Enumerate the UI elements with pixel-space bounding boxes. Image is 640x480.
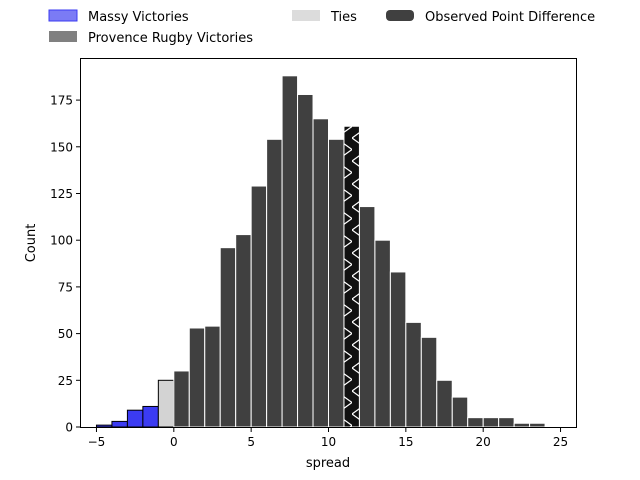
bar-massy-2 bbox=[126, 409, 144, 428]
bar-provence-5 bbox=[173, 370, 190, 428]
bar-provence-24 bbox=[467, 417, 484, 428]
bar-provence-11 bbox=[266, 138, 283, 428]
legend-label-provence: Provence Rugby Victories bbox=[88, 31, 253, 46]
bar-provence-12 bbox=[281, 75, 299, 428]
bar-provence-8 bbox=[219, 247, 237, 428]
x-tick-label-6: 25 bbox=[553, 435, 568, 449]
plot-frame bbox=[80, 58, 577, 428]
bar-observed-16 bbox=[343, 125, 360, 428]
legend-swatch-ties bbox=[292, 10, 320, 21]
bar-provence-19 bbox=[389, 271, 407, 428]
x-tick-label-1: 0 bbox=[170, 435, 178, 449]
bars bbox=[95, 75, 546, 428]
bar-tie-4 bbox=[157, 379, 175, 428]
bar-provence-21 bbox=[420, 336, 438, 428]
x-axis-label: spread bbox=[306, 456, 350, 471]
legend-label-massy: Massy Victories bbox=[88, 10, 189, 25]
bar-provence-10 bbox=[250, 185, 268, 428]
y-axis-ticks: 0 25 50 75 100 125 150 175 bbox=[50, 94, 81, 435]
bar-provence-6 bbox=[188, 327, 206, 428]
bar-massy-1 bbox=[111, 420, 128, 428]
legend: Massy Victories Provence Rugby Victories… bbox=[48, 9, 595, 46]
bar-massy-0 bbox=[95, 424, 113, 428]
legend-label-observed: Observed Point Difference bbox=[425, 10, 595, 25]
x-axis-ticks: −5 0 5 10 15 20 25 bbox=[88, 427, 568, 449]
y-tick-label-3: 75 bbox=[58, 280, 73, 294]
x-tick-label-5: 20 bbox=[476, 435, 491, 449]
bar-massy-3 bbox=[142, 405, 159, 428]
y-axis-label: Count bbox=[24, 224, 39, 263]
x-tick-label-0: −5 bbox=[88, 435, 106, 449]
legend-label-ties: Ties bbox=[330, 10, 357, 25]
y-tick-label-6: 150 bbox=[50, 140, 73, 154]
legend-item-provence: Provence Rugby Victories bbox=[49, 31, 253, 46]
legend-item-massy: Massy Victories bbox=[48, 9, 189, 25]
y-tick-label-2: 50 bbox=[58, 327, 73, 341]
bar-provence-20 bbox=[405, 321, 422, 428]
bar-provence-17 bbox=[358, 206, 376, 428]
y-tick-label-4: 100 bbox=[50, 234, 73, 248]
bar-provence-23 bbox=[451, 396, 469, 428]
bar-provence-14 bbox=[312, 118, 329, 428]
y-tick-label-1: 25 bbox=[58, 374, 73, 388]
bar-provence-7 bbox=[204, 325, 221, 428]
x-tick-label-3: 10 bbox=[321, 435, 336, 449]
bar-provence-28 bbox=[529, 422, 546, 428]
bar-provence-27 bbox=[513, 422, 531, 428]
bar-provence-25 bbox=[482, 417, 500, 428]
x-tick-label-4: 15 bbox=[398, 435, 413, 449]
legend-swatch-massy bbox=[48, 9, 78, 22]
legend-item-ties: Ties bbox=[292, 10, 357, 25]
y-tick-label-5: 125 bbox=[50, 187, 73, 201]
legend-swatch-observed bbox=[386, 10, 414, 21]
bar-provence-9 bbox=[235, 234, 252, 428]
x-tick-label-2: 5 bbox=[247, 435, 255, 449]
legend-swatch-provence bbox=[49, 31, 77, 42]
y-tick-label-0: 0 bbox=[65, 421, 73, 435]
legend-item-observed: Observed Point Difference bbox=[386, 10, 595, 25]
bar-provence-22 bbox=[436, 379, 453, 428]
bar-provence-13 bbox=[297, 93, 314, 428]
bar-provence-18 bbox=[374, 239, 391, 428]
y-tick-label-7: 175 bbox=[50, 94, 73, 108]
bar-provence-15 bbox=[328, 138, 345, 428]
bar-provence-26 bbox=[498, 417, 515, 428]
